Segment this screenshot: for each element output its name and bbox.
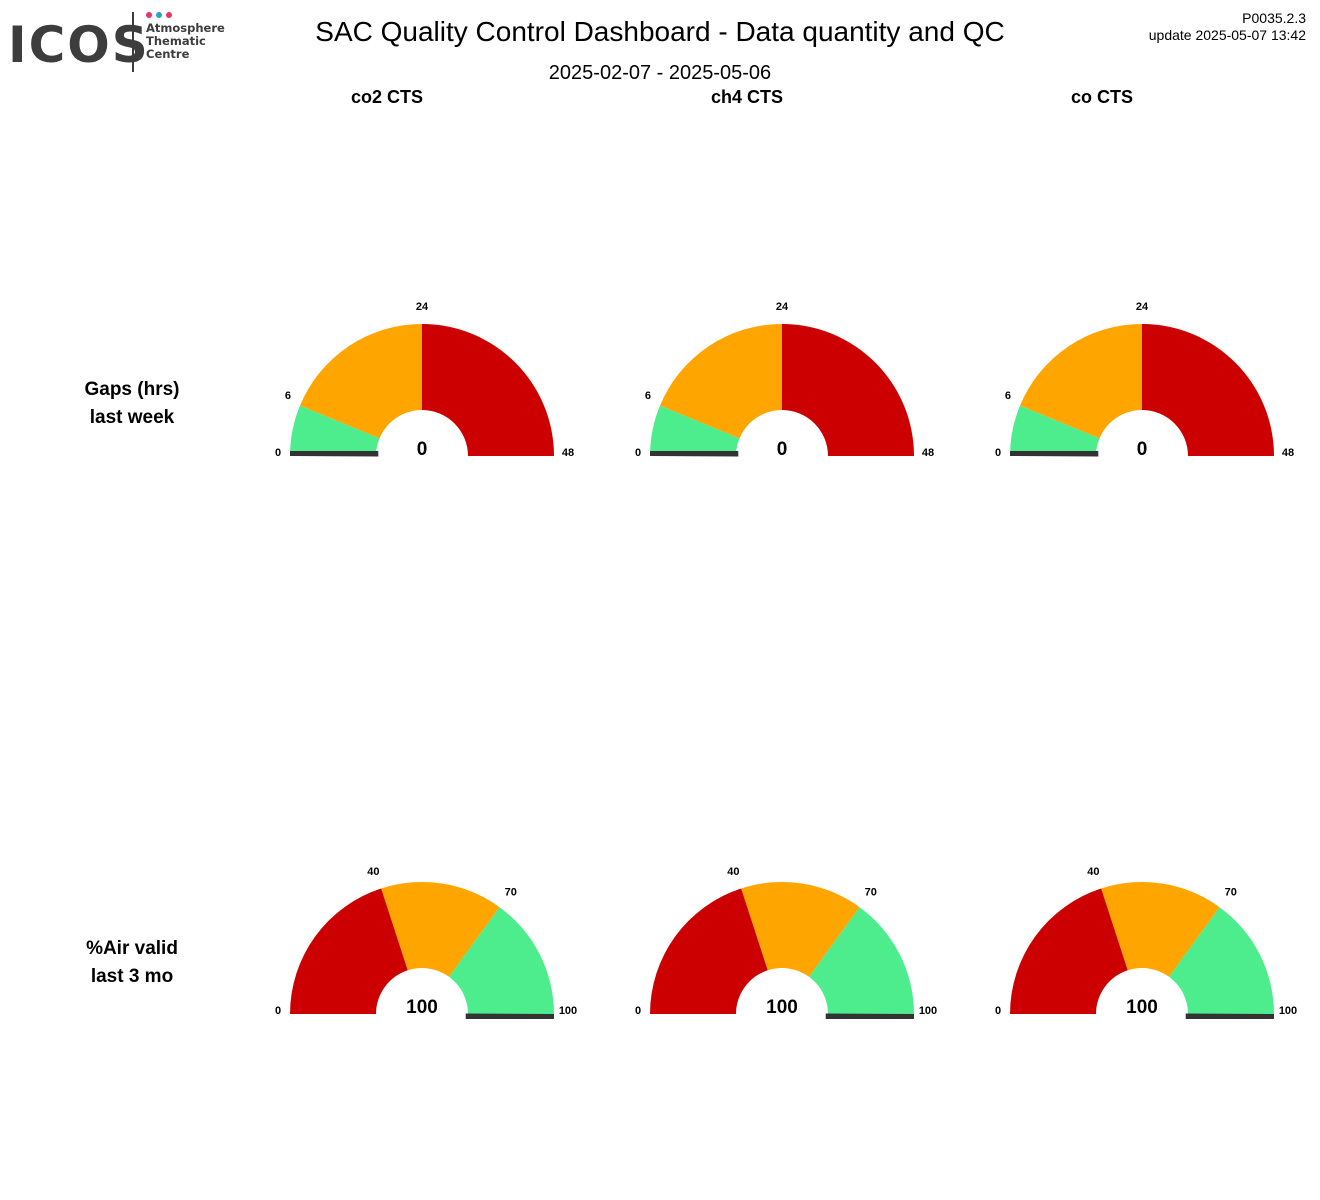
row-title-line: Gaps (hrs): [84, 379, 180, 400]
logo-dot-icon: [166, 12, 172, 18]
gauge-band: [782, 324, 914, 456]
column-title-co: co CTS: [1070, 87, 1133, 107]
gauge-needle: [825, 1013, 914, 1019]
logo-subtitle-line: Atmosphere: [146, 21, 225, 35]
gauge-band: [290, 405, 380, 456]
gauge-tick-label: 40: [727, 866, 739, 878]
gauge-tick-label: 40: [367, 866, 379, 878]
gauge-tick-label: 48: [922, 447, 934, 459]
gauge-tick-label: 100: [1279, 1005, 1297, 1017]
gauge-needle: [290, 451, 379, 457]
gauge-tick-label: 0: [635, 447, 641, 459]
gauge-band: [1169, 907, 1274, 1014]
gauge-band: [650, 888, 768, 1014]
gauge-needle: [650, 451, 739, 457]
gauge-tick-label: 24: [1136, 301, 1149, 313]
gauge-tick-label: 6: [1005, 390, 1011, 402]
gauge-value-label: 100: [766, 997, 798, 1018]
gauge-band: [1010, 888, 1128, 1014]
gauge-tick-label: 40: [1087, 866, 1099, 878]
gauge-value-label: 0: [777, 439, 788, 460]
logo-dot-icon: [156, 12, 162, 18]
gauge-value-label: 0: [1137, 439, 1148, 460]
row-title-gaps: Gaps (hrs) last week: [32, 376, 232, 432]
gauge-tick-label: 6: [285, 390, 291, 402]
gauge-tick-label: 24: [776, 301, 789, 313]
gauge-tick-label: 70: [1225, 887, 1237, 899]
gauge-value-label: 0: [417, 439, 428, 460]
version-label: P0035.2.3: [1242, 10, 1306, 26]
gauge-tick-label: 0: [275, 1005, 281, 1017]
logo-subtitle-line: Centre: [146, 47, 190, 61]
date-range: 2025-02-07 - 2025-05-06: [548, 62, 772, 84]
gauge-tick-label: 0: [995, 447, 1001, 459]
logo-subtitle-line: Thematic: [146, 34, 206, 48]
update-timestamp: update 2025-05-07 13:42: [1148, 27, 1306, 43]
logo-subtitle: Atmosphere Thematic Centre: [146, 22, 225, 61]
gauge-needle: [1010, 451, 1099, 457]
gauge-value-label: 100: [406, 997, 438, 1018]
row-title-line: last week: [89, 407, 175, 428]
gauge-tick-label: 70: [505, 887, 517, 899]
gauge-tick-label: 6: [645, 390, 651, 402]
gauge-tick-label: 24: [416, 301, 429, 313]
gauge-band: [449, 907, 554, 1014]
gauge-band: [1101, 882, 1220, 977]
gauge-tick-label: 70: [865, 887, 877, 899]
gauge-needle: [1185, 1013, 1274, 1019]
logo-divider: [132, 12, 134, 72]
gauge-tick-label: 48: [1282, 447, 1294, 459]
gauge-tick-label: 100: [559, 1005, 577, 1017]
gauge-band: [741, 882, 860, 977]
gauge-tick-label: 100: [919, 1005, 937, 1017]
gauge-band: [1020, 324, 1142, 439]
logo-dot-icon: [146, 12, 152, 18]
gauge-band: [381, 882, 500, 977]
row-title-air-valid: %Air valid last 3 mo: [32, 935, 232, 991]
gauge-tick-label: 0: [275, 447, 281, 459]
gauge-band: [650, 405, 740, 456]
icos-logo: ICOS Atmosphere Thematic Centre: [8, 10, 228, 74]
gauge-value-label: 100: [1126, 997, 1158, 1018]
gauge-band: [1010, 405, 1100, 456]
column-title-co2: co2 CTS: [350, 87, 424, 107]
gauge-tick-label: 0: [635, 1005, 641, 1017]
gauge-tick-label: 0: [995, 1005, 1001, 1017]
gauge-band: [1142, 324, 1274, 456]
dashboard-title: SAC Quality Control Dashboard - Data qua…: [315, 16, 1005, 47]
logo-wordmark: ICOS: [8, 16, 150, 74]
gauge-band: [300, 324, 422, 439]
gauge-needle: [465, 1013, 554, 1019]
version-info: P0035.2.3 update 2025-05-07 13:42: [1149, 10, 1306, 44]
gauge-band: [422, 324, 554, 456]
row-title-line: %Air valid: [86, 938, 178, 959]
column-title-ch4: ch4 CTS: [710, 87, 784, 107]
gauge-band: [290, 888, 408, 1014]
gauge-band: [809, 907, 914, 1014]
gauge-tick-label: 48: [562, 447, 574, 459]
gauge-band: [660, 324, 782, 439]
row-title-line: last 3 mo: [90, 966, 174, 987]
